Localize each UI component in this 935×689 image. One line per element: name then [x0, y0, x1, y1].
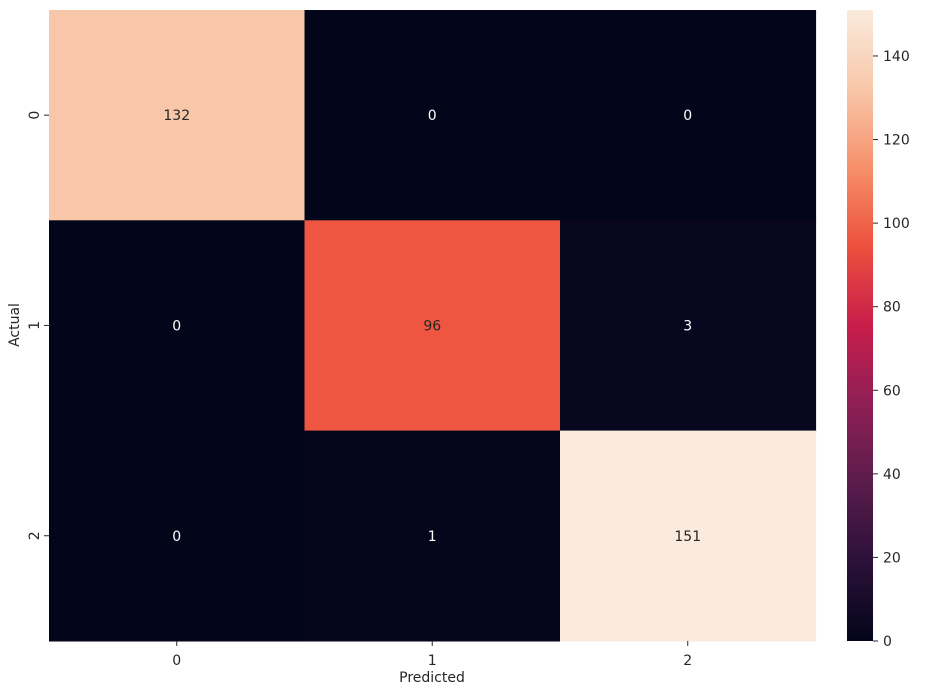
cell-label-r2-c0: 0 — [172, 529, 181, 545]
colorbar-tick-label: 60 — [883, 383, 901, 399]
colorbar-tick-label: 20 — [883, 550, 901, 566]
heatmap-cells — [49, 10, 817, 642]
colorbar-tick-label: 80 — [883, 300, 901, 316]
cell-label-r0-c1: 0 — [428, 108, 437, 124]
heatmap-cell-r2-c0 — [49, 430, 306, 642]
heatmap-cell-r1-c0 — [49, 220, 306, 432]
heatmap-cell-r1-c1 — [304, 220, 561, 432]
heatmap-cell-r0-c1 — [304, 10, 561, 221]
cell-annotations: 132 0 0 0 96 3 0 1 151 — [163, 108, 701, 545]
y-tick-label: 1 — [27, 321, 43, 330]
cell-label-r2-c2: 151 — [674, 529, 701, 545]
cell-label-r0-c2: 0 — [683, 108, 692, 124]
cell-label-r1-c2: 3 — [683, 318, 692, 334]
colorbar-tick-label: 0 — [883, 634, 892, 650]
y-tick-label: 2 — [27, 531, 43, 540]
colorbar-tick-label: 100 — [883, 216, 910, 232]
y-tick-label: 0 — [27, 111, 43, 120]
colorbar-tick-label: 140 — [883, 49, 910, 65]
x-tick-label: 2 — [683, 653, 692, 669]
x-tick-label: 1 — [428, 653, 437, 669]
colorbar-tick-label: 40 — [883, 467, 901, 483]
colorbar-gradient — [847, 10, 873, 641]
colorbar-ticks: 0 20 40 60 80 100 120 140 — [873, 49, 910, 650]
heatmap-cell-r2-c2 — [560, 430, 817, 642]
cell-label-r1-c0: 0 — [172, 318, 181, 334]
heatmap-cell-r2-c1 — [304, 430, 561, 642]
cell-label-r2-c1: 1 — [428, 529, 437, 545]
heatmap-cell-r0-c2 — [560, 10, 817, 221]
cell-label-r0-c0: 132 — [163, 108, 190, 124]
x-axis-label: Predicted — [399, 670, 465, 686]
colorbar — [847, 10, 873, 641]
colorbar-tick-label: 120 — [883, 133, 910, 149]
x-axis-ticks: 0 1 2 — [172, 640, 692, 669]
x-tick-label: 0 — [172, 653, 181, 669]
y-axis-label: Actual — [7, 303, 23, 347]
cell-label-r1-c1: 96 — [423, 318, 441, 334]
heatmap-cell-r0-c0 — [49, 10, 306, 221]
y-axis-ticks: 0 1 2 — [27, 111, 49, 540]
heatmap-cell-r1-c2 — [560, 220, 817, 432]
